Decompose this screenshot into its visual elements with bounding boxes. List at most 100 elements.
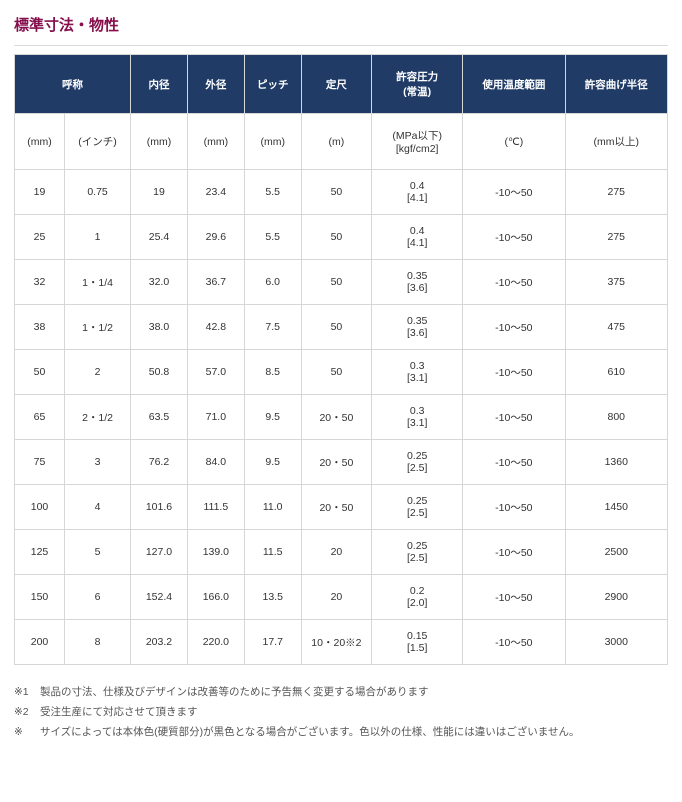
cell-od: 166.0	[187, 575, 244, 620]
cell-temp: -10～50	[463, 350, 565, 395]
cell-mm: 19	[15, 170, 65, 215]
note-marker: ※	[14, 723, 40, 743]
cell-mm: 38	[15, 305, 65, 350]
cell-press: 0.35[3.6]	[372, 260, 463, 305]
col-inner-dia: 内径	[131, 55, 188, 114]
cell-pitch: 7.5	[244, 305, 301, 350]
note-line: ※2受注生産にて対応させて頂きます	[14, 703, 668, 723]
cell-temp: -10～50	[463, 215, 565, 260]
col-pressure: 許容圧力(常温)	[372, 55, 463, 114]
note-marker: ※2	[14, 703, 40, 723]
cell-len: 50	[301, 260, 372, 305]
cell-id: 203.2	[131, 620, 188, 665]
cell-od: 71.0	[187, 395, 244, 440]
cell-press: 0.25[2.5]	[372, 485, 463, 530]
cell-press: 0.15[1.5]	[372, 620, 463, 665]
table-row: 2008203.2220.017.710・20※20.15[1.5]-10～50…	[15, 620, 668, 665]
header-row: 呼称 内径 外径 ピッチ 定尺 許容圧力(常温) 使用温度範囲 許容曲げ半径	[15, 55, 668, 114]
cell-len: 50	[301, 215, 372, 260]
table-row: 381・1/238.042.87.5500.35[3.6]-10～50475	[15, 305, 668, 350]
cell-len: 50	[301, 305, 372, 350]
cell-mm: 75	[15, 440, 65, 485]
cell-in: 2	[65, 350, 131, 395]
cell-od: 42.8	[187, 305, 244, 350]
cell-bend: 375	[565, 260, 667, 305]
cell-in: 4	[65, 485, 131, 530]
col-outer-dia: 外径	[187, 55, 244, 114]
unit-bend-radius: (mm以上)	[565, 114, 667, 170]
cell-press: 0.25[2.5]	[372, 530, 463, 575]
cell-mm: 150	[15, 575, 65, 620]
col-temp-range: 使用温度範囲	[463, 55, 565, 114]
unit-std-len: (m)	[301, 114, 372, 170]
cell-pitch: 9.5	[244, 395, 301, 440]
note-marker: ※1	[14, 683, 40, 703]
cell-id: 19	[131, 170, 188, 215]
cell-len: 20・50	[301, 485, 372, 530]
col-nominal: 呼称	[15, 55, 131, 114]
unit-nominal-in: (インチ)	[65, 114, 131, 170]
note-text: サイズによっては本体色(硬質部分)が黒色となる場合がございます。色以外の仕様、性…	[40, 723, 579, 743]
cell-mm: 50	[15, 350, 65, 395]
cell-id: 50.8	[131, 350, 188, 395]
cell-press: 0.3[3.1]	[372, 395, 463, 440]
cell-bend: 1450	[565, 485, 667, 530]
table-row: 652・1/263.571.09.520・500.3[3.1]-10～50800	[15, 395, 668, 440]
cell-bend: 610	[565, 350, 667, 395]
table-row: 50250.857.08.5500.3[3.1]-10～50610	[15, 350, 668, 395]
cell-len: 50	[301, 170, 372, 215]
cell-pitch: 9.5	[244, 440, 301, 485]
cell-pitch: 6.0	[244, 260, 301, 305]
table-row: 1506152.4166.013.5200.2[2.0]-10～502900	[15, 575, 668, 620]
cell-bend: 2500	[565, 530, 667, 575]
note-text: 受注生産にて対応させて頂きます	[40, 703, 198, 723]
unit-temp-range: (℃)	[463, 114, 565, 170]
unit-nominal-mm: (mm)	[15, 114, 65, 170]
cell-od: 139.0	[187, 530, 244, 575]
cell-id: 127.0	[131, 530, 188, 575]
cell-bend: 3000	[565, 620, 667, 665]
cell-id: 152.4	[131, 575, 188, 620]
unit-row: (mm) (インチ) (mm) (mm) (mm) (m) (MPa以下)[kg…	[15, 114, 668, 170]
cell-mm: 65	[15, 395, 65, 440]
note-text: 製品の寸法、仕様及びデザインは改善等のために予告無く変更する場合があります	[40, 683, 429, 703]
cell-pitch: 5.5	[244, 170, 301, 215]
cell-id: 38.0	[131, 305, 188, 350]
cell-id: 101.6	[131, 485, 188, 530]
cell-temp: -10～50	[463, 440, 565, 485]
unit-pressure: (MPa以下)[kgf/cm2]	[372, 114, 463, 170]
cell-in: 5	[65, 530, 131, 575]
table-row: 25125.429.65.5500.4[4.1]-10～50275	[15, 215, 668, 260]
spec-table: 呼称 内径 外径 ピッチ 定尺 許容圧力(常温) 使用温度範囲 許容曲げ半径 (…	[14, 54, 668, 665]
cell-press: 0.4[4.1]	[372, 170, 463, 215]
cell-press: 0.2[2.0]	[372, 575, 463, 620]
cell-in: 2・1/2	[65, 395, 131, 440]
cell-temp: -10～50	[463, 170, 565, 215]
cell-pitch: 5.5	[244, 215, 301, 260]
cell-pitch: 8.5	[244, 350, 301, 395]
cell-od: 57.0	[187, 350, 244, 395]
cell-len: 20・50	[301, 395, 372, 440]
cell-pitch: 11.0	[244, 485, 301, 530]
cell-press: 0.35[3.6]	[372, 305, 463, 350]
cell-in: 3	[65, 440, 131, 485]
cell-len: 20・50	[301, 440, 372, 485]
cell-temp: -10～50	[463, 395, 565, 440]
unit-pitch: (mm)	[244, 114, 301, 170]
cell-len: 20	[301, 575, 372, 620]
cell-mm: 125	[15, 530, 65, 575]
cell-od: 84.0	[187, 440, 244, 485]
unit-inner-dia: (mm)	[131, 114, 188, 170]
cell-len: 10・20※2	[301, 620, 372, 665]
cell-temp: -10～50	[463, 305, 565, 350]
cell-bend: 800	[565, 395, 667, 440]
cell-od: 111.5	[187, 485, 244, 530]
cell-len: 50	[301, 350, 372, 395]
table-row: 190.751923.45.5500.4[4.1]-10～50275	[15, 170, 668, 215]
note-line: ※1製品の寸法、仕様及びデザインは改善等のために予告無く変更する場合があります	[14, 683, 668, 703]
unit-outer-dia: (mm)	[187, 114, 244, 170]
cell-press: 0.3[3.1]	[372, 350, 463, 395]
table-row: 75376.284.09.520・500.25[2.5]-10～501360	[15, 440, 668, 485]
cell-temp: -10～50	[463, 485, 565, 530]
cell-bend: 475	[565, 305, 667, 350]
